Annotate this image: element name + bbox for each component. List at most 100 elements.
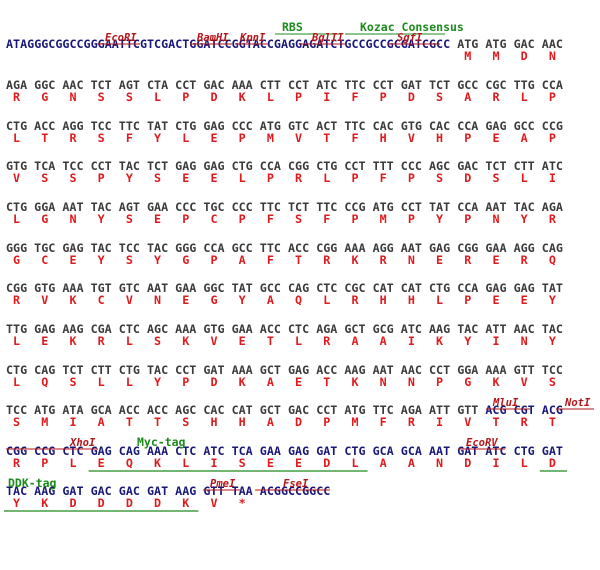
codon: GAT: [457, 444, 478, 458]
codon: TAC: [91, 200, 112, 214]
amino-acid: G: [41, 90, 48, 104]
amino-acid: T: [492, 415, 499, 429]
codon: GAA: [260, 444, 281, 458]
amino-acid: R: [549, 212, 557, 226]
amino-acid: S: [154, 171, 161, 185]
amino-acid: A: [267, 415, 274, 429]
amino-acid: L: [182, 456, 189, 470]
amino-acid: S: [126, 212, 133, 226]
codon: TCC: [542, 363, 563, 377]
amino-acid: M: [351, 415, 358, 429]
codon: ATC: [542, 159, 563, 173]
amino-acid: A: [464, 90, 471, 104]
codon: CTG: [175, 119, 196, 133]
amino-acid: C: [98, 293, 105, 307]
amino-acid: N: [69, 90, 76, 104]
amino-acid: R: [408, 415, 416, 429]
codon: AGA: [316, 322, 337, 336]
amino-acid: A: [239, 253, 246, 267]
amino-acid: E: [69, 253, 76, 267]
codon: TCT: [147, 159, 168, 173]
amino-acid: R: [521, 253, 529, 267]
codon: AAA: [232, 78, 253, 92]
amino-acid: H: [380, 131, 387, 145]
codon: CTG: [316, 159, 337, 173]
codon: GAG: [288, 444, 309, 458]
amino-acid: N: [521, 334, 528, 348]
codon: TCT: [91, 78, 112, 92]
codon: AAA: [344, 241, 365, 255]
amino-acid: K: [436, 334, 443, 348]
codon: TTC: [260, 241, 281, 255]
amino-acid: L: [98, 375, 105, 389]
amino-acid: Y: [549, 334, 556, 348]
codon: TCC: [91, 119, 112, 133]
amino-acid: K: [41, 496, 48, 510]
codon: ATC: [485, 444, 506, 458]
codon: GAG: [485, 281, 506, 295]
codon: TCT: [62, 363, 83, 377]
codon: TCC: [62, 159, 83, 173]
amino-acid: R: [13, 90, 21, 104]
enzyme-label: FseI: [283, 478, 309, 490]
codon: TGC: [34, 241, 55, 255]
amino-acid: P: [239, 212, 246, 226]
amino-acid: I: [492, 334, 499, 348]
codon: CTC: [316, 281, 337, 295]
codon: TTG: [514, 78, 535, 92]
amino-acid: E: [492, 253, 499, 267]
codon: GAT: [542, 444, 563, 458]
enzyme-label: MluI: [492, 397, 519, 409]
codon: GCG: [373, 322, 394, 336]
codon: GAC: [288, 403, 309, 417]
codon: ATC: [316, 78, 337, 92]
amino-acid: L: [295, 334, 302, 348]
codon: ACC: [288, 241, 309, 255]
codon: ATG: [485, 37, 506, 51]
codon: CCC: [401, 159, 422, 173]
amino-acid: E: [210, 171, 217, 185]
amino-acid: D: [323, 456, 330, 470]
amino-acid: T: [267, 334, 274, 348]
amino-acid: L: [69, 456, 76, 470]
codon: CCT: [91, 159, 112, 173]
amino-acid: P: [182, 90, 189, 104]
amino-acid: R: [380, 253, 388, 267]
codon: GGA: [457, 363, 478, 377]
codon: CTG: [6, 200, 27, 214]
codon: AGT: [119, 200, 140, 214]
amino-acid: A: [267, 293, 274, 307]
amino-acid: P: [549, 90, 556, 104]
codon: ATG: [373, 200, 394, 214]
amino-acid: Y: [436, 212, 443, 226]
codon: CTC: [288, 322, 309, 336]
codon: CAC: [373, 119, 394, 133]
amino-acid: A: [267, 375, 274, 389]
amino-acid: F: [323, 212, 330, 226]
amino-acid: K: [492, 375, 499, 389]
codon: CCC: [232, 119, 253, 133]
amino-acid: D: [210, 90, 217, 104]
amino-acid: R: [98, 334, 106, 348]
amino-acid: G: [13, 253, 20, 267]
amino-acid: I: [549, 171, 556, 185]
codon: TCT: [288, 200, 309, 214]
codon: CGG: [316, 241, 337, 255]
codon: GAA: [485, 241, 506, 255]
amino-acid: Y: [98, 253, 105, 267]
codon: AGC: [429, 159, 450, 173]
amino-acid: K: [239, 375, 246, 389]
codon: TAT: [232, 281, 253, 295]
amino-acid: L: [267, 90, 274, 104]
enzyme-label: XhoI: [69, 437, 96, 449]
amino-acid: Y: [154, 375, 161, 389]
amino-acid: M: [41, 415, 48, 429]
codon: ACC: [119, 403, 140, 417]
amino-acid: C: [41, 253, 48, 267]
amino-acid: K: [182, 334, 189, 348]
codon: TGT: [91, 281, 112, 295]
codon: CCA: [260, 159, 281, 173]
amino-acid: Q: [41, 375, 48, 389]
amino-acid: E: [41, 334, 48, 348]
amino-acid: I: [492, 456, 499, 470]
